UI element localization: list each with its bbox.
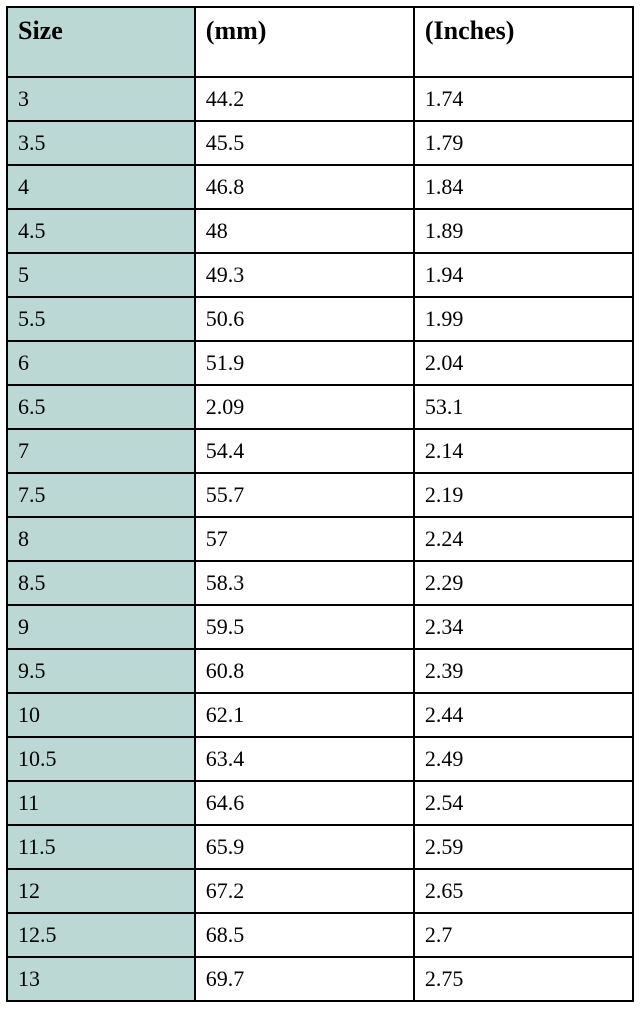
cell-mm: 64.6 xyxy=(195,781,414,825)
table-row: 12.5 68.5 2.7 xyxy=(7,913,633,957)
cell-in: 53.1 xyxy=(414,385,633,429)
table-row: 7.5 55.7 2.19 xyxy=(7,473,633,517)
cell-mm: 65.9 xyxy=(195,825,414,869)
cell-size: 9.5 xyxy=(7,649,195,693)
table-row: 5.5 50.6 1.99 xyxy=(7,297,633,341)
table-row: 7 54.4 2.14 xyxy=(7,429,633,473)
table-row: 10.5 63.4 2.49 xyxy=(7,737,633,781)
cell-size: 13 xyxy=(7,957,195,1001)
table-row: 6.5 2.09 53.1 xyxy=(7,385,633,429)
table-row: 10 62.1 2.44 xyxy=(7,693,633,737)
cell-in: 2.65 xyxy=(414,869,633,913)
cell-mm: 57 xyxy=(195,517,414,561)
table-row: 12 67.2 2.65 xyxy=(7,869,633,913)
table-row: 5 49.3 1.94 xyxy=(7,253,633,297)
table-row: 11.5 65.9 2.59 xyxy=(7,825,633,869)
table-row: 4.5 48 1.89 xyxy=(7,209,633,253)
cell-in: 2.44 xyxy=(414,693,633,737)
cell-in: 2.54 xyxy=(414,781,633,825)
cell-in: 2.75 xyxy=(414,957,633,1001)
cell-mm: 60.8 xyxy=(195,649,414,693)
cell-in: 2.14 xyxy=(414,429,633,473)
cell-size: 10 xyxy=(7,693,195,737)
header-row: Size (mm) (Inches) xyxy=(7,7,633,77)
cell-size: 3.5 xyxy=(7,121,195,165)
cell-in: 2.24 xyxy=(414,517,633,561)
cell-mm: 62.1 xyxy=(195,693,414,737)
table-row: 8 57 2.24 xyxy=(7,517,633,561)
cell-mm: 46.8 xyxy=(195,165,414,209)
cell-size: 8.5 xyxy=(7,561,195,605)
cell-mm: 55.7 xyxy=(195,473,414,517)
cell-size: 4 xyxy=(7,165,195,209)
cell-size: 11 xyxy=(7,781,195,825)
cell-in: 2.39 xyxy=(414,649,633,693)
cell-in: 1.74 xyxy=(414,77,633,121)
cell-in: 2.7 xyxy=(414,913,633,957)
cell-size: 5 xyxy=(7,253,195,297)
cell-in: 2.04 xyxy=(414,341,633,385)
cell-size: 10.5 xyxy=(7,737,195,781)
cell-in: 2.49 xyxy=(414,737,633,781)
size-table-container: Size (mm) (Inches) 3 44.2 1.74 3.5 45.5 … xyxy=(0,0,640,1008)
cell-mm: 59.5 xyxy=(195,605,414,649)
cell-size: 6.5 xyxy=(7,385,195,429)
table-row: 8.5 58.3 2.29 xyxy=(7,561,633,605)
cell-size: 6 xyxy=(7,341,195,385)
cell-size: 11.5 xyxy=(7,825,195,869)
table-row: 13 69.7 2.75 xyxy=(7,957,633,1001)
cell-mm: 2.09 xyxy=(195,385,414,429)
cell-in: 1.89 xyxy=(414,209,633,253)
cell-mm: 54.4 xyxy=(195,429,414,473)
table-row: 9 59.5 2.34 xyxy=(7,605,633,649)
table-row: 9.5 60.8 2.39 xyxy=(7,649,633,693)
col-header-inches: (Inches) xyxy=(414,7,633,77)
cell-size: 12.5 xyxy=(7,913,195,957)
table-row: 4 46.8 1.84 xyxy=(7,165,633,209)
col-header-mm: (mm) xyxy=(195,7,414,77)
cell-in: 1.79 xyxy=(414,121,633,165)
cell-mm: 67.2 xyxy=(195,869,414,913)
cell-size: 3 xyxy=(7,77,195,121)
cell-size: 5.5 xyxy=(7,297,195,341)
cell-mm: 51.9 xyxy=(195,341,414,385)
cell-size: 12 xyxy=(7,869,195,913)
cell-mm: 48 xyxy=(195,209,414,253)
cell-size: 4.5 xyxy=(7,209,195,253)
col-header-size: Size xyxy=(7,7,195,77)
cell-size: 7 xyxy=(7,429,195,473)
cell-mm: 44.2 xyxy=(195,77,414,121)
cell-size: 9 xyxy=(7,605,195,649)
cell-in: 2.19 xyxy=(414,473,633,517)
cell-in: 2.59 xyxy=(414,825,633,869)
cell-mm: 45.5 xyxy=(195,121,414,165)
cell-mm: 58.3 xyxy=(195,561,414,605)
cell-size: 8 xyxy=(7,517,195,561)
cell-in: 2.34 xyxy=(414,605,633,649)
table-row: 11 64.6 2.54 xyxy=(7,781,633,825)
cell-in: 1.94 xyxy=(414,253,633,297)
table-row: 6 51.9 2.04 xyxy=(7,341,633,385)
cell-mm: 68.5 xyxy=(195,913,414,957)
table-row: 3.5 45.5 1.79 xyxy=(7,121,633,165)
size-table: Size (mm) (Inches) 3 44.2 1.74 3.5 45.5 … xyxy=(6,6,634,1002)
cell-mm: 63.4 xyxy=(195,737,414,781)
cell-mm: 49.3 xyxy=(195,253,414,297)
cell-in: 1.99 xyxy=(414,297,633,341)
cell-in: 1.84 xyxy=(414,165,633,209)
cell-size: 7.5 xyxy=(7,473,195,517)
cell-mm: 50.6 xyxy=(195,297,414,341)
cell-in: 2.29 xyxy=(414,561,633,605)
table-row: 3 44.2 1.74 xyxy=(7,77,633,121)
cell-mm: 69.7 xyxy=(195,957,414,1001)
